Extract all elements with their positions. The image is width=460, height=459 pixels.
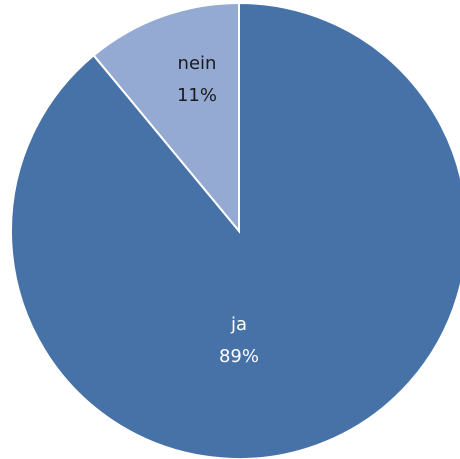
pie-slice (10, 1, 460, 459)
slice-label: ja (230, 314, 247, 335)
pie-slice (92, 1, 240, 234)
slice-value-label: 89% (219, 346, 259, 367)
slice-label: nein (178, 53, 217, 74)
slice-value-label: 11% (177, 85, 217, 106)
